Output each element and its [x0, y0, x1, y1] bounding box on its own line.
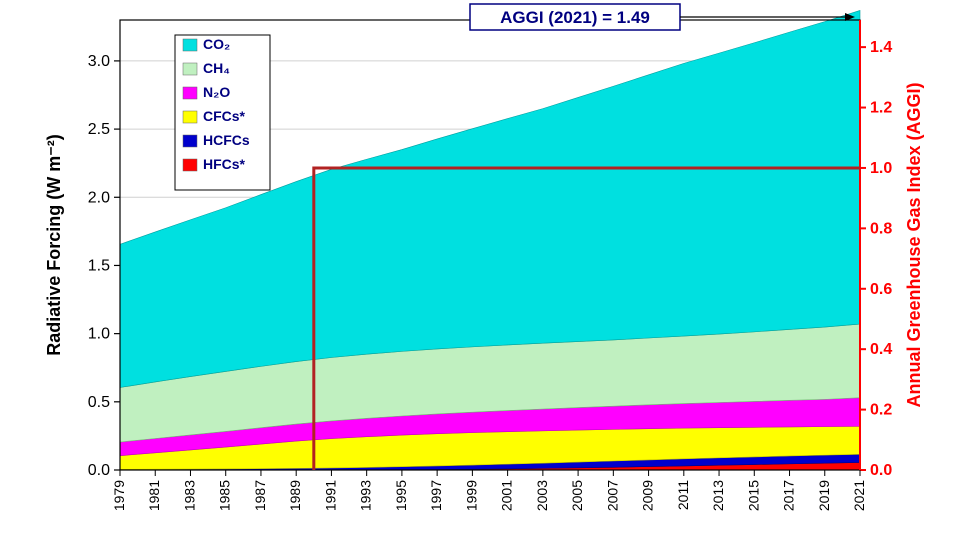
x-tick-label: 2003: [534, 480, 550, 511]
svg-text:0.8: 0.8: [870, 220, 892, 237]
x-tick-label: 1987: [252, 480, 268, 511]
x-tick-label: 1979: [111, 480, 127, 511]
legend-label: HFCs*: [203, 156, 246, 172]
svg-text:0.5: 0.5: [88, 394, 110, 411]
legend-label: N₂O: [203, 84, 230, 100]
x-tick-label: 1995: [393, 480, 409, 511]
x-tick-label: 2019: [816, 480, 832, 511]
x-tick-label: 2017: [781, 480, 797, 511]
x-tick-label: 2013: [710, 480, 726, 511]
svg-text:1.2: 1.2: [870, 100, 892, 117]
svg-text:2.0: 2.0: [88, 189, 110, 206]
legend-swatch: [183, 159, 197, 171]
svg-text:1.0: 1.0: [88, 326, 110, 343]
x-tick-label: 2005: [569, 480, 585, 511]
svg-text:2.5: 2.5: [88, 121, 110, 138]
annotation-text: AGGI (2021) = 1.49: [500, 8, 650, 27]
x-tick-label: 2009: [640, 480, 656, 511]
svg-text:1.4: 1.4: [870, 39, 892, 56]
legend-swatch: [183, 63, 197, 75]
x-tick-label: 1997: [428, 480, 444, 511]
svg-text:0.2: 0.2: [870, 402, 892, 419]
svg-text:1.5: 1.5: [88, 257, 110, 274]
y-left-label: Radiative Forcing (W m⁻²): [44, 134, 64, 356]
x-tick-label: 2011: [675, 480, 691, 510]
legend-label: CH₄: [203, 60, 230, 76]
y-right-label: Annual Greenhouse Gas Index (AGGI): [904, 82, 924, 407]
x-tick-label: 1991: [322, 480, 338, 511]
x-tick-label: 1999: [463, 480, 479, 511]
svg-text:0.0: 0.0: [870, 462, 892, 479]
legend-label: CO₂: [203, 36, 230, 52]
legend-swatch: [183, 39, 197, 51]
x-tick-label: 1983: [181, 480, 197, 511]
x-tick-label: 1981: [146, 480, 162, 511]
svg-text:3.0: 3.0: [88, 53, 110, 70]
legend-label: CFCs*: [203, 108, 246, 124]
svg-text:1.0: 1.0: [870, 160, 892, 177]
legend-swatch: [183, 87, 197, 99]
x-tick-label: 1985: [217, 480, 233, 511]
x-tick-label: 1989: [287, 480, 303, 511]
x-tick-label: 2021: [851, 480, 867, 511]
x-tick-label: 2007: [604, 480, 620, 511]
aggi-stacked-area-chart: 0.0 0.5 1.0 1.5 2.0 2.5 3.0 Radiative Forcing (…: [0, 0, 960, 540]
svg-text:0.4: 0.4: [870, 341, 892, 358]
x-tick-label: 2015: [745, 480, 761, 511]
x-tick-label: 1993: [358, 480, 374, 511]
legend-swatch: [183, 135, 197, 147]
svg-text:0.0: 0.0: [88, 462, 110, 479]
svg-text:0.6: 0.6: [870, 281, 892, 298]
legend-swatch: [183, 111, 197, 123]
x-tick-label: 2001: [499, 480, 515, 511]
legend-label: HCFCs: [203, 132, 250, 148]
